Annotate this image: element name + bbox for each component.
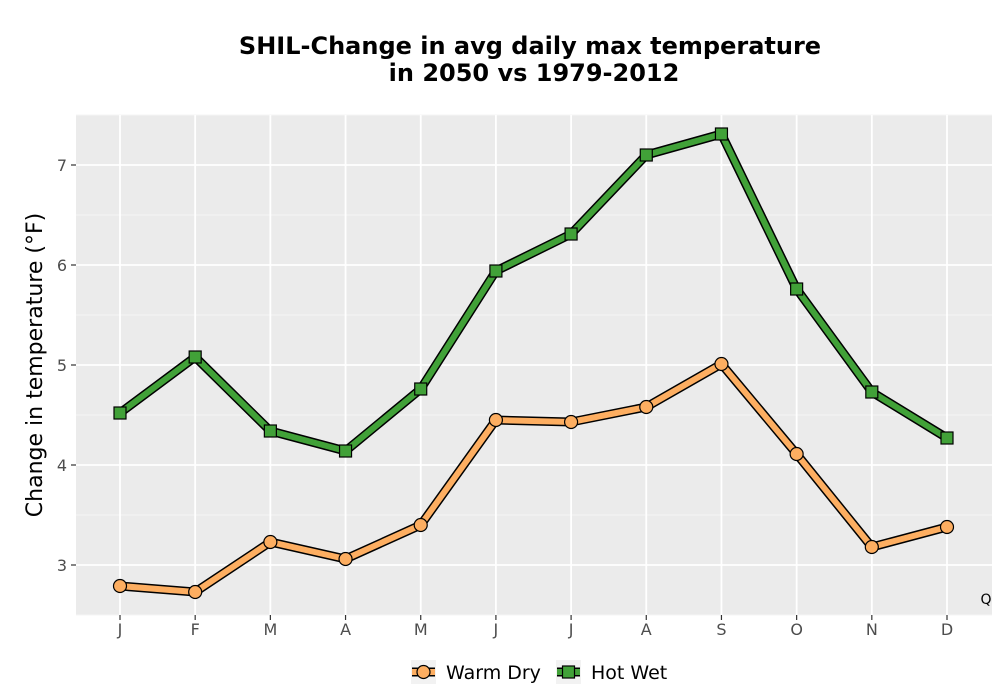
legend: Warm Dry Hot Wet (411, 660, 667, 684)
y-tick-label: 5 (57, 356, 67, 375)
series-hot-wet (113, 127, 954, 458)
x-tick-label: J (117, 620, 123, 639)
data-point (414, 382, 428, 396)
data-point (865, 385, 879, 399)
data-point (188, 584, 203, 600)
data-point (113, 406, 127, 420)
x-tick-label: J (493, 620, 499, 639)
x-tick-label: D (941, 620, 953, 639)
data-point (563, 414, 579, 430)
x-tick-label: A (641, 620, 652, 639)
grid-lines (76, 114, 992, 616)
x-tick-label: O (790, 620, 803, 639)
axis-ticks: 3 4 5 6 7 J F M A M J J A S O N D (57, 156, 953, 639)
data-point (714, 127, 729, 141)
y-axis-title: Change in temperature (°F) (23, 213, 48, 517)
x-tick-label: N (866, 620, 878, 639)
data-point (940, 431, 954, 445)
data-point (338, 444, 353, 458)
x-tick-label: F (191, 620, 200, 639)
series-warm-dry (112, 356, 955, 600)
legend-key-marker (561, 665, 576, 679)
x-tick-label: A (340, 620, 351, 639)
legend-item-warm-dry: Warm Dry (411, 660, 541, 684)
x-tick-label: S (716, 620, 726, 639)
data-point (639, 399, 654, 415)
legend-label: Hot Wet (591, 662, 667, 684)
data-point (939, 519, 955, 535)
data-point (639, 148, 653, 162)
data-point (790, 282, 804, 296)
legend-item-hot-wet: Hot Wet (556, 660, 667, 684)
legend-key-marker (416, 664, 431, 680)
data-point (188, 350, 202, 364)
data-point (489, 264, 503, 278)
chart-title-line-2: in 2050 vs 1979-2012 (389, 59, 680, 87)
data-point (789, 446, 804, 462)
data-point (488, 412, 504, 428)
x-tick-label: M (263, 620, 277, 639)
data-point (714, 356, 729, 372)
data-point (413, 517, 428, 533)
chart-title-line-1: SHIL-Change in avg daily max temperature (239, 32, 821, 60)
data-point (263, 424, 277, 438)
y-tick-label: 7 (57, 156, 67, 175)
data-point (112, 578, 128, 594)
data-point (864, 539, 879, 555)
legend-label: Warm Dry (446, 662, 541, 684)
series-layer (112, 127, 955, 600)
series-line (117, 131, 950, 454)
y-tick-label: 4 (57, 456, 67, 475)
y-tick-label: 6 (57, 256, 67, 275)
x-tick-label: J (568, 620, 574, 639)
x-tick-label: M (414, 620, 428, 639)
y-tick-label: 3 (57, 556, 67, 575)
data-point (338, 551, 353, 567)
data-point (263, 534, 278, 550)
corner-label: Q (980, 592, 991, 608)
data-point (564, 227, 578, 241)
series-line (117, 361, 950, 595)
